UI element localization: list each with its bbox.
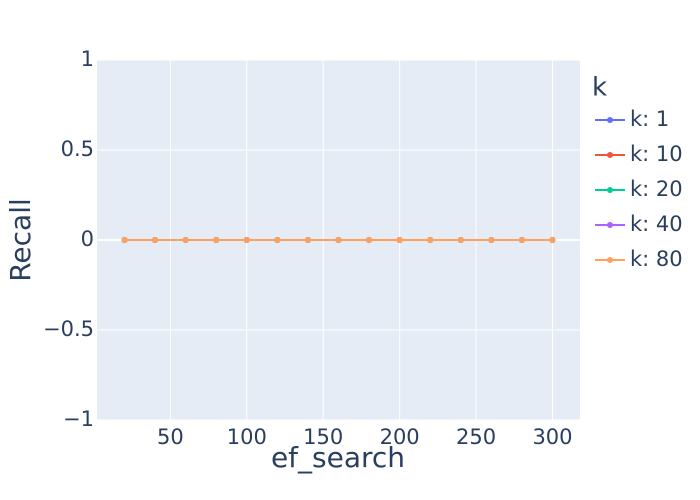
data-point	[304, 237, 311, 243]
legend-title: k	[592, 73, 607, 103]
data-point	[335, 237, 342, 243]
y-tick-label: 0.5	[61, 137, 94, 161]
data-point	[396, 237, 403, 243]
y-tick-labels: −1 −0.5 0 0.5 1	[43, 47, 94, 431]
legend-marker	[607, 222, 613, 228]
legend-marker	[607, 257, 613, 263]
x-tick-label: 100	[227, 425, 267, 449]
data-point	[274, 237, 281, 243]
legend-label: k: 80	[630, 247, 683, 271]
legend-item[interactable]: k: 1	[595, 107, 669, 131]
x-tick-label: 150	[303, 425, 343, 449]
y-tick-label: −1	[63, 407, 94, 431]
legend-label: k: 1	[630, 107, 669, 131]
legend-item[interactable]: k: 80	[595, 247, 683, 271]
x-tick-label: 300	[532, 425, 572, 449]
legend-item[interactable]: k: 20	[595, 177, 683, 201]
legend-item[interactable]: k: 10	[595, 142, 683, 166]
data-point	[457, 237, 464, 243]
data-point	[549, 237, 556, 243]
data-point	[121, 237, 128, 243]
legend-label: k: 20	[630, 177, 683, 201]
series-group	[121, 237, 556, 243]
x-tick-label: 250	[456, 425, 496, 449]
x-axis-label: ef_search	[271, 441, 405, 474]
legend: k k: 1 k: 10 k: 20 k: 40 k: 80	[592, 73, 683, 272]
y-axis-label: Recall	[4, 198, 37, 282]
x-tick-labels: 50 100 150 200 250 300	[157, 425, 573, 449]
legend-item[interactable]: k: 40	[595, 212, 683, 236]
legend-marker	[607, 187, 613, 193]
data-point	[366, 237, 373, 243]
data-point	[213, 237, 220, 243]
series-layer	[121, 237, 556, 243]
data-point	[182, 237, 189, 243]
y-tick-label: −0.5	[43, 317, 94, 341]
legend-label: k: 40	[630, 212, 683, 236]
data-point	[488, 237, 495, 243]
data-point	[518, 237, 525, 243]
data-point	[152, 237, 159, 243]
x-tick-label: 200	[380, 425, 420, 449]
legend-marker	[607, 117, 613, 123]
x-tick-label: 50	[157, 425, 184, 449]
y-tick-label: 1	[81, 47, 94, 71]
data-point	[427, 237, 434, 243]
y-tick-label: 0	[81, 227, 94, 251]
legend-marker	[607, 152, 613, 158]
legend-label: k: 10	[630, 142, 683, 166]
data-point	[243, 237, 250, 243]
